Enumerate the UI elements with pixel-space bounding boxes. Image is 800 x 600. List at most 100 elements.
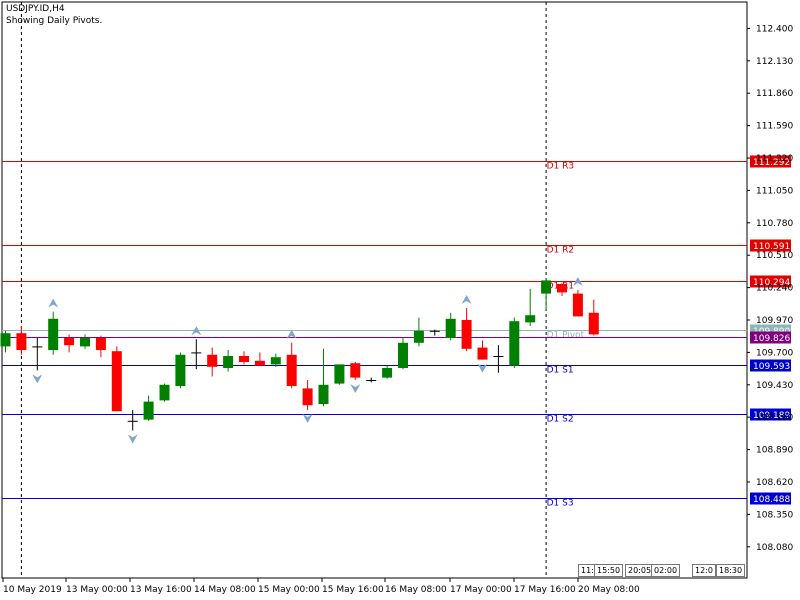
- y-tick-label-3: 111.590: [756, 122, 793, 132]
- pivot-price-tag-2: [750, 275, 791, 288]
- pivot-price-label-1: 110.591: [753, 242, 790, 252]
- time-badge-3: 02:00: [651, 564, 681, 577]
- candle-body-4: [64, 338, 75, 346]
- pivot-name-7: D1 S3: [547, 499, 574, 509]
- candle-body-16: [254, 360, 265, 366]
- pivot-price-tag-4: [750, 331, 791, 344]
- candle-body-24: [382, 368, 393, 378]
- x-tick-label-7: 17 May 00:00: [450, 585, 512, 595]
- x-tick-label-5: 15 May 16:00: [322, 585, 384, 595]
- fractal-down-arrow-4: [477, 363, 488, 373]
- candle-body-2: [32, 346, 43, 348]
- candle-body-14: [223, 356, 234, 368]
- time-badge-5: 18:30: [716, 564, 746, 577]
- y-tick-label-7: 110.510: [756, 251, 793, 261]
- pivot-name-5: D1 S1: [547, 366, 574, 376]
- candle-body-30: [477, 347, 488, 360]
- x-tick-label-0: 10 May 2019: [3, 585, 62, 595]
- pivot-price-tag-6: [750, 408, 791, 421]
- pivot-name-3: D1 Pivot: [547, 331, 585, 341]
- fractal-down-arrow-2: [302, 414, 313, 423]
- y-tick-label-1: 112.130: [756, 57, 793, 67]
- candle-body-7: [111, 351, 122, 412]
- y-tick-label-8: 110.240: [756, 284, 793, 294]
- time-badge-0: 11:: [578, 564, 597, 577]
- y-tick-label-9: 109.970: [756, 316, 793, 326]
- candle-body-22: [350, 363, 361, 378]
- candle-body-3: [48, 318, 59, 350]
- candle-body-29: [461, 320, 472, 349]
- candle-body-37: [588, 312, 599, 335]
- x-tick-label-8: 17 May 16:00: [514, 585, 576, 595]
- plot-frame: [1, 1, 748, 579]
- y-tick-label-16: 108.080: [756, 543, 793, 553]
- pivot-price-tag-1: [750, 239, 791, 252]
- fractal-down-arrow-1: [127, 434, 138, 444]
- pivot-name-6: D1 S2: [547, 415, 574, 425]
- y-tick-label-10: 109.700: [756, 348, 793, 358]
- pivot-price-label-2: 110.294: [753, 278, 790, 288]
- x-tick-label-2: 13 May 16:00: [130, 585, 192, 595]
- candle-body-6: [95, 338, 106, 350]
- y-tick-label-2: 111.860: [756, 89, 793, 99]
- candle-body-0: [0, 333, 11, 347]
- candle-body-35: [557, 284, 567, 293]
- fractal-up-arrow-2: [286, 329, 297, 339]
- candle-body-18: [286, 354, 297, 386]
- x-tick-label-6: 16 May 08:00: [385, 585, 447, 595]
- candle-body-9: [143, 401, 154, 420]
- candle-body-34: [541, 280, 552, 294]
- candle-body-12: [191, 352, 202, 354]
- y-tick-label-6: 110.780: [756, 219, 793, 229]
- time-badge-4: 12:0: [692, 564, 716, 577]
- fractal-down-arrow-3: [350, 384, 361, 393]
- candle-body-8: [127, 420, 138, 422]
- candle-body-31: [493, 356, 504, 357]
- pivot-price-label-7: 108.488: [753, 495, 790, 505]
- y-tick-label-12: 109.160: [756, 413, 793, 423]
- pivot-price-label-5: 109.593: [753, 362, 790, 372]
- pivot-price-label-0: 111.292: [753, 158, 790, 168]
- candle-body-11: [175, 354, 186, 386]
- y-tick-label-0: 112.400: [756, 24, 793, 34]
- candle-body-5: [80, 338, 90, 347]
- candle-body-19: [302, 388, 313, 406]
- fractal-down-arrow-0: [32, 374, 43, 384]
- candle-body-21: [334, 364, 345, 384]
- y-tick-label-5: 111.050: [756, 186, 793, 196]
- candle-body-20: [318, 384, 329, 404]
- candle-body-23: [366, 380, 377, 381]
- fractal-up-arrow-1: [191, 326, 202, 336]
- candle-body-28: [445, 318, 456, 338]
- y-tick-label-15: 108.350: [756, 510, 793, 520]
- fractal-up-arrow-0: [48, 298, 59, 308]
- y-tick-label-4: 111.320: [756, 154, 793, 164]
- candle-body-15: [239, 356, 249, 362]
- fractal-up-arrow-4: [572, 277, 583, 286]
- y-tick-label-14: 108.620: [756, 478, 793, 488]
- x-tick-label-3: 14 May 08:00: [194, 585, 256, 595]
- pivot-name-1: D1 R2: [547, 246, 575, 256]
- candle-body-26: [413, 330, 424, 343]
- y-tick-label-13: 108.890: [756, 446, 793, 456]
- time-badge-2: 20:05: [625, 564, 655, 577]
- candle-body-27: [429, 330, 440, 332]
- candle-body-36: [572, 293, 583, 317]
- x-tick-label-1: 13 May 00:00: [66, 585, 128, 595]
- candle-body-25: [398, 342, 408, 368]
- chart-symbol-title: USDJPY.ID,H4: [6, 4, 65, 14]
- candle-body-17: [270, 357, 281, 365]
- candle-body-1: [16, 333, 27, 350]
- pivot-price-tag-5: [750, 359, 791, 372]
- x-tick-label-9: 20 May 08:00: [578, 585, 640, 595]
- pivot-price-label-6: 109.189: [753, 411, 790, 421]
- candle-body-32: [509, 321, 520, 366]
- y-tick-label-11: 109.430: [756, 381, 793, 391]
- candle-body-10: [159, 384, 170, 401]
- fractal-up-arrow-3: [461, 295, 472, 304]
- pivot-price-tag-7: [750, 492, 791, 505]
- indicator-caption: Showing Daily Pivots.: [6, 16, 103, 26]
- candle-body-33: [525, 315, 536, 323]
- pivot-price-tag-0: [750, 155, 791, 168]
